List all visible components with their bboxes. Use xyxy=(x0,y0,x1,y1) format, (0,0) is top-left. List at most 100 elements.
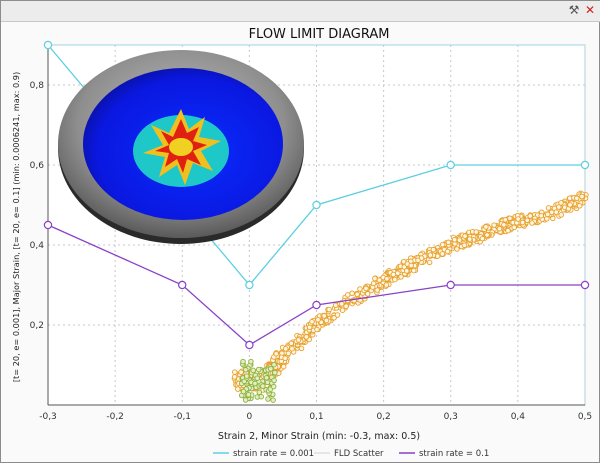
series-marker xyxy=(312,200,321,210)
series-marker xyxy=(177,280,187,290)
chart-title: FLOW LIMIT DIAGRAM xyxy=(249,27,390,42)
scatter-point xyxy=(491,222,497,228)
scatter-point xyxy=(395,270,401,276)
scatter-point xyxy=(282,346,289,352)
scatter-point xyxy=(238,369,244,375)
scatter-point xyxy=(576,203,583,209)
scatter-point xyxy=(553,209,559,215)
scatter-point xyxy=(456,237,463,243)
scatter-point xyxy=(426,259,433,266)
scatter-point xyxy=(323,317,330,324)
x-tick-label: 0,5 xyxy=(578,412,592,422)
scatter-point xyxy=(544,211,551,218)
scatter-point xyxy=(544,216,550,222)
y-tick-labels: 0,2 0,4 0,6 0,8 xyxy=(30,81,45,331)
scatter-point xyxy=(326,306,332,313)
scatter-point xyxy=(272,369,278,376)
scatter-point xyxy=(240,388,247,395)
series-marker xyxy=(245,280,254,290)
scatter-point xyxy=(306,324,313,331)
series-marker xyxy=(580,280,590,290)
x-tick-label: -0,2 xyxy=(106,412,124,422)
scatter-point xyxy=(288,340,295,347)
scatter-point xyxy=(254,375,261,381)
scatter-point xyxy=(344,292,351,298)
fld-scatter-points xyxy=(231,190,589,403)
scatter-point xyxy=(285,350,292,357)
scatter-point xyxy=(408,262,414,269)
scatter-point xyxy=(264,379,271,386)
x-tick-label: 0,2 xyxy=(376,412,390,422)
x-tick-label: 0,1 xyxy=(309,412,323,422)
scatter-point xyxy=(314,326,320,333)
series-marker xyxy=(43,40,53,50)
scatter-point xyxy=(232,369,238,375)
scatter-point xyxy=(231,374,238,380)
scatter-point xyxy=(579,193,585,200)
scatter-point xyxy=(567,202,573,208)
scatter-point xyxy=(376,277,383,283)
x-tick-label: 0,3 xyxy=(444,412,458,422)
scatter-point xyxy=(260,383,266,389)
scatter-point xyxy=(403,268,410,274)
scatter-point xyxy=(349,290,355,297)
scatter-point xyxy=(430,246,437,253)
y-axis-label: [t= 20, e= 0.001], Major Strain, [t= 20,… xyxy=(11,72,21,382)
scatter-point xyxy=(255,366,262,373)
series-marker xyxy=(446,280,455,290)
scatter-point xyxy=(270,397,276,403)
scatter-point xyxy=(244,373,250,379)
scatter-point xyxy=(370,280,377,287)
scatter-point xyxy=(240,358,246,365)
scatter-point xyxy=(354,291,360,298)
scatter-point xyxy=(298,345,305,352)
series-marker xyxy=(43,220,53,230)
scatter-point xyxy=(268,366,274,372)
scatter-point xyxy=(334,312,341,318)
scatter-point xyxy=(252,380,258,387)
scatter-point xyxy=(295,337,302,343)
scatter-point xyxy=(392,276,398,283)
scatter-point xyxy=(574,195,580,202)
scatter-point xyxy=(280,363,287,370)
scatter-point xyxy=(462,233,468,239)
legend-label: strain rate = 0.1 xyxy=(419,449,489,459)
scatter-point xyxy=(245,391,252,398)
scatter-point xyxy=(248,358,254,365)
x-tick-labels: -0,3 -0,2 -0,1 0 0,1 0,2 0,3 0,4 0,5 xyxy=(39,412,592,422)
scatter-point xyxy=(483,224,489,230)
scatter-point xyxy=(502,217,509,223)
scatter-point xyxy=(309,318,315,325)
scatter-point xyxy=(529,220,535,226)
tools-icon[interactable]: ⚒ xyxy=(568,3,580,17)
scatter-point xyxy=(235,386,241,392)
scatter-point xyxy=(343,303,349,309)
x-tick-label: -0,3 xyxy=(39,412,57,422)
scatter-point xyxy=(496,225,503,232)
scatter-point xyxy=(321,313,327,319)
scatter-point xyxy=(427,252,434,258)
scatter-point xyxy=(282,355,288,361)
scatter-point xyxy=(548,209,555,215)
scatter-point xyxy=(411,267,417,274)
scatter-point xyxy=(256,389,263,396)
scatter-point xyxy=(538,212,544,219)
scatter-point xyxy=(545,205,552,211)
scatter-point xyxy=(461,242,468,248)
scatter-point xyxy=(273,351,279,357)
scatter-point xyxy=(415,257,421,264)
x-tick-label: -0,1 xyxy=(173,412,191,422)
series-marker xyxy=(312,300,321,310)
series-lines xyxy=(43,40,590,350)
close-icon[interactable]: ✕ xyxy=(584,3,596,17)
legend-label: strain rate = 0.001 xyxy=(233,449,314,459)
scatter-point xyxy=(390,271,397,278)
scatter-point xyxy=(384,276,390,282)
scatter-point xyxy=(558,200,564,206)
scatter-point xyxy=(242,367,249,373)
x-tick-label: 0,4 xyxy=(511,412,526,422)
scatter-point xyxy=(558,212,564,218)
scatter-point xyxy=(511,224,517,231)
series-marker xyxy=(580,160,590,170)
